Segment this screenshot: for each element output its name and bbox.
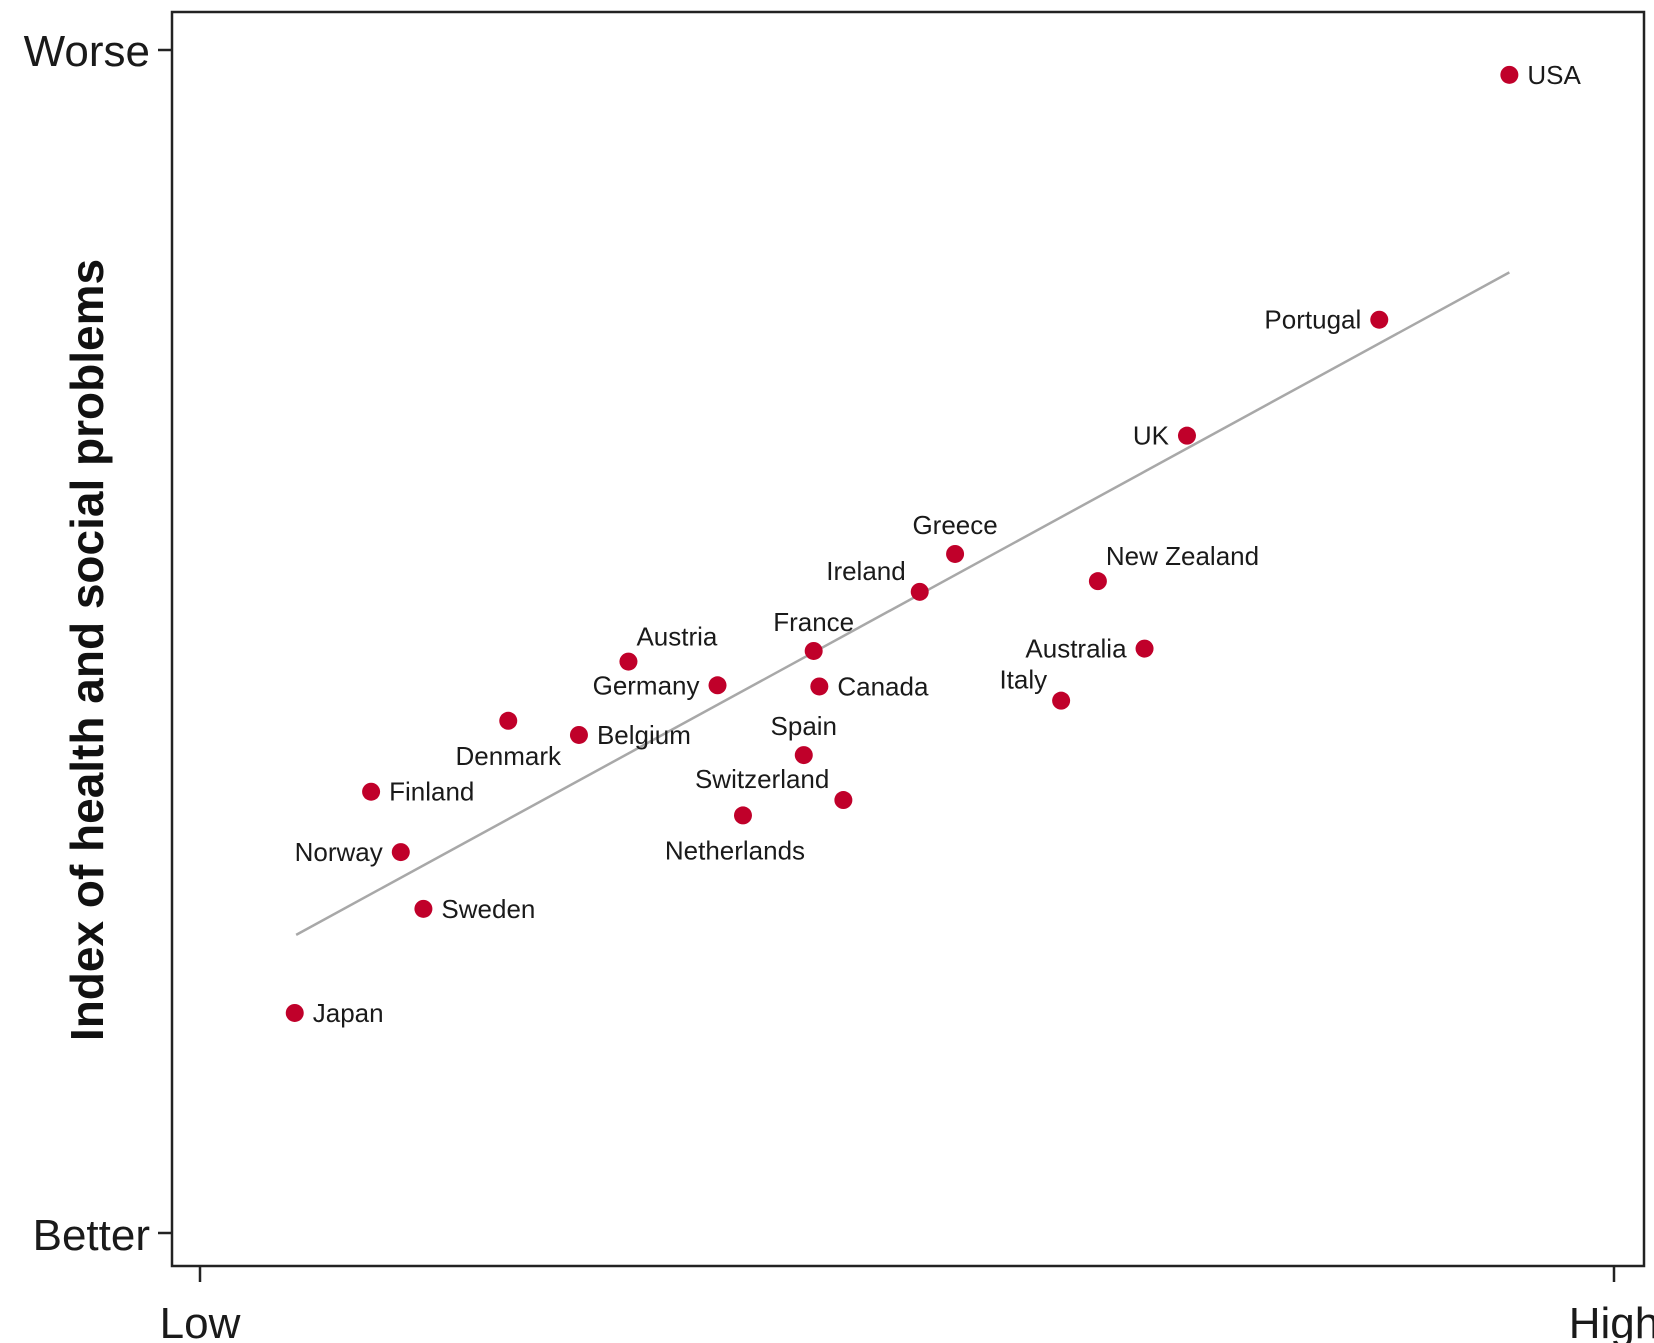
point-belgium [569,725,588,744]
point-ireland [910,582,929,601]
x-tick-label-right: High [1569,1299,1654,1343]
point-label-switzerland: Switzerland [695,764,829,794]
point-uk [1177,426,1196,445]
data-points [285,65,1519,1022]
point-label-portugal: Portugal [1264,305,1361,335]
point-australia [1135,639,1154,658]
y-tick-label-bottom: Better [33,1211,150,1260]
point-label-austria: Austria [636,622,717,652]
point-sweden [414,899,433,918]
point-austria [619,652,638,671]
point-denmark [499,711,518,730]
y-tick-label-top: Worse [24,27,150,76]
point-label-netherlands: Netherlands [665,835,805,865]
point-label-france: France [773,607,854,637]
y-axis-label: Index of health and social problems [61,259,113,1041]
plot-frame [170,10,1646,1268]
point-japan [285,1003,304,1022]
point-finland [362,782,381,801]
point-netherlands [733,806,752,825]
trend-line [295,271,1510,936]
point-label-uk: UK [1133,421,1170,451]
point-label-italy: Italy [999,665,1047,695]
point-switzerland [834,791,853,810]
point-label-belgium: Belgium [597,720,691,750]
point-label-germany: Germany [593,670,700,700]
point-label-norway: Norway [295,837,383,867]
point-label-denmark: Denmark [456,741,562,771]
point-label-spain: Spain [771,711,838,741]
point-label-finland: Finland [389,777,474,807]
point-italy [1052,691,1071,710]
x-tick-label-left: Low [160,1299,241,1343]
point-greece [946,544,965,563]
point-france [804,641,823,660]
point-label-greece: Greece [912,510,997,540]
y-axis: Worse Better Index of health and social … [24,27,172,1260]
point-new-zealand [1088,572,1107,591]
point-label-japan: Japan [313,998,384,1028]
point-germany [708,676,727,695]
point-usa [1500,65,1519,84]
x-axis: Low High [160,1266,1654,1343]
point-label-usa: USA [1527,60,1581,90]
point-label-ireland: Ireland [826,556,906,586]
point-norway [391,843,410,862]
point-label-canada: Canada [837,671,929,701]
point-label-australia: Australia [1025,634,1127,664]
point-spain [794,746,813,765]
point-label-new-zealand: New Zealand [1106,541,1259,571]
point-label-sweden: Sweden [441,894,535,924]
point-portugal [1370,310,1389,329]
point-canada [810,677,829,696]
